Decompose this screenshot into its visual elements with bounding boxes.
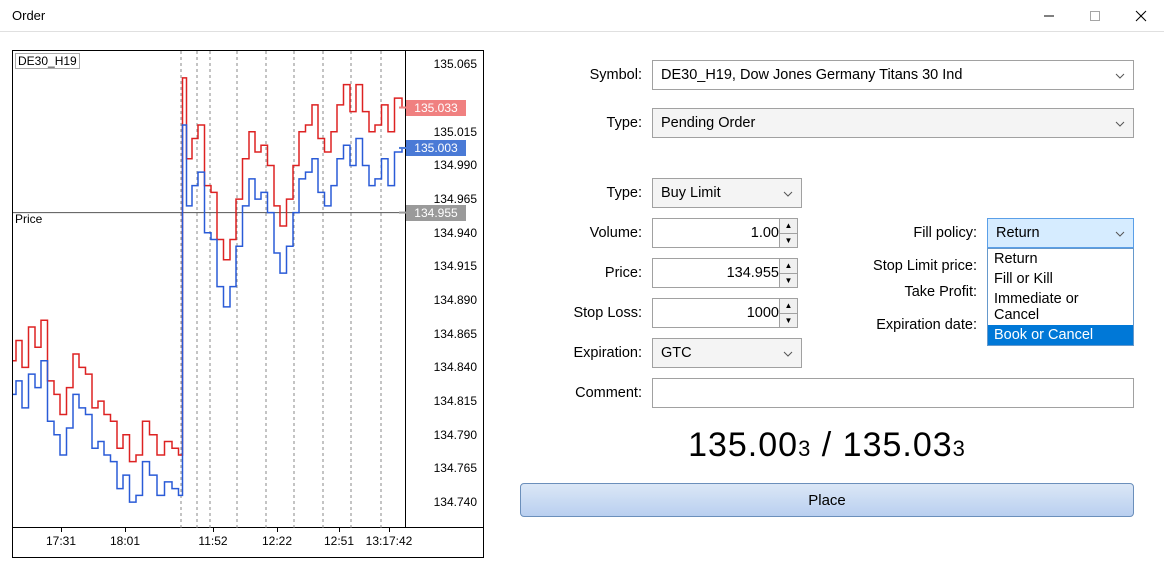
expiration-date-label: Expiration date: [827,317,987,333]
place-button[interactable]: Place [520,483,1134,517]
ytick-label: 134.990 [434,158,477,172]
expiration-value: GTC [661,345,692,361]
window-title: Order [12,8,45,23]
stop-loss-label: Stop Loss: [520,305,652,321]
ytick-label: 134.865 [434,327,477,341]
ytick-label: 134.765 [434,461,477,475]
stop-loss-input[interactable]: 1000 ▲▼ [652,298,798,328]
xtick-label: 18:01 [110,534,140,548]
fill-policy-option[interactable]: Book or Cancel [988,325,1133,345]
pending-type-label: Type: [520,185,652,201]
symbol-label: Symbol: [520,67,652,83]
volume-input[interactable]: 1.00 ▲▼ [652,218,798,248]
xtick-label: 12:22 [262,534,292,548]
price-display: 135.003 / 135.033 [520,426,1134,465]
chart-yaxis: 135.065135.015134.990134.965134.940134.9… [406,50,484,528]
chevron-down-icon [1115,225,1125,241]
price-input[interactable]: 134.955 ▲▼ [652,258,798,288]
order-form: Symbol: DE30_H19, Dow Jones Germany Tita… [490,32,1164,568]
ytick-label: 135.065 [434,57,477,71]
spin-up-icon[interactable]: ▲ [780,259,797,274]
take-profit-label: Take Profit: [827,284,987,300]
price-value: 134.955 [727,265,779,281]
ytick-label: 135.015 [434,125,477,139]
price-label: Price: [520,265,652,281]
order-type-select[interactable]: Pending Order [652,108,1134,138]
pending-type-select[interactable]: Buy Limit [652,178,802,208]
fill-policy-option[interactable]: Fill or Kill [988,269,1133,289]
stop-limit-price-label: Stop Limit price: [827,258,987,274]
ytick-label: 134.740 [434,495,477,509]
spin-up-icon[interactable]: ▲ [780,219,797,234]
price-line-label: Price [15,212,42,226]
ytick-label: 134.940 [434,226,477,240]
ask-price-main: 135.03 [843,426,953,464]
xtick-label: 12:51 [324,534,354,548]
ask-price-sub: 3 [953,436,966,461]
symbol-select[interactable]: DE30_H19, Dow Jones Germany Titans 30 In… [652,60,1134,90]
order-type-label: Type: [520,115,652,131]
spin-down-icon[interactable]: ▼ [780,314,797,328]
expiration-select[interactable]: GTC [652,338,802,368]
fill-policy-dropdown[interactable]: ReturnFill or KillImmediate or CancelBoo… [987,248,1134,346]
price-tag: 135.003 [406,140,466,156]
titlebar: Order [0,0,1164,32]
xtick-label: 11:52 [198,534,227,548]
ytick-label: 134.815 [434,394,477,408]
spin-down-icon[interactable]: ▼ [780,234,797,248]
close-button[interactable] [1118,0,1164,31]
minimize-button[interactable] [1026,0,1072,31]
bid-price-sub: 3 [798,436,811,461]
spin-down-icon[interactable]: ▼ [780,274,797,288]
comment-label: Comment: [520,385,652,401]
symbol-value: DE30_H19, Dow Jones Germany Titans 30 In… [661,67,962,83]
xtick-label: 13:17:42 [366,534,413,548]
price-tag: 135.033 [406,100,466,116]
maximize-button [1072,0,1118,31]
chart-symbol-label: DE30_H19 [15,53,80,69]
ytick-label: 134.890 [434,293,477,307]
pending-type-value: Buy Limit [661,185,721,201]
chart-plot[interactable]: DE30_H19 Price [12,50,406,528]
volume-value: 1.00 [751,225,779,241]
chart-area: DE30_H19 Price 135.065 135.015 134.990 134.… [0,32,490,568]
stop-loss-value: 1000 [747,305,779,321]
price-tag: 134.955 [406,205,466,221]
comment-input[interactable] [652,378,1134,408]
ytick-label: 134.915 [434,259,477,273]
fill-policy-select[interactable]: Return ReturnFill or KillImmediate or Ca… [987,218,1134,248]
bid-price-main: 135.00 [688,426,798,464]
order-type-value: Pending Order [661,115,755,131]
fill-policy-option[interactable]: Immediate or Cancel [988,289,1133,325]
ytick-label: 134.790 [434,428,477,442]
xtick-label: 17:31 [46,534,76,548]
expiration-label: Expiration: [520,345,652,361]
chart-xaxis: 17:31 18:01 11:52 12:22 12:51 13:17:42 [12,528,484,558]
volume-label: Volume: [520,225,652,241]
window-controls [1026,0,1164,31]
fill-policy-label: Fill policy: [827,225,987,241]
chevron-down-icon [1115,115,1125,131]
chevron-down-icon [1115,67,1125,83]
chevron-down-icon [783,185,793,201]
fill-policy-option[interactable]: Return [988,249,1133,269]
spin-up-icon[interactable]: ▲ [780,299,797,314]
fill-policy-value: Return [996,225,1040,241]
chevron-down-icon [783,345,793,361]
ytick-label: 134.840 [434,360,477,374]
